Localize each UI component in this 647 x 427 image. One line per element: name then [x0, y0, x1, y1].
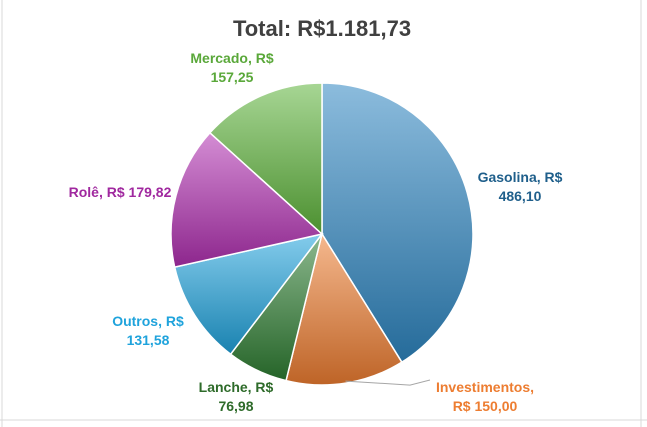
pie-slice-gasolina — [321, 82, 474, 364]
data-label-lanche: Lanche, R$ 76,98 — [199, 379, 274, 414]
pie-slice-investimentos — [285, 232, 403, 386]
pie-slice-mercado — [208, 82, 323, 236]
data-label-rol-: Rolê, R$ 179,82 — [69, 184, 172, 200]
pie-slice-outros — [173, 232, 324, 356]
leader-line — [345, 379, 431, 386]
leader-lines — [345, 379, 431, 386]
data-label-gasolina: Gasolina, R$ 486,10 — [478, 169, 563, 204]
chart-title: Total: R$1.181,73 — [233, 16, 411, 41]
data-label-mercado: Mercado, R$ 157,25 — [190, 50, 273, 85]
pie-slice-rol- — [170, 131, 324, 269]
data-label-investimentos: Investimentos, R$ 150,00 — [436, 379, 534, 414]
data-label-outros: Outros, R$ 131,58 — [112, 313, 184, 348]
slice-labels: Gasolina, R$ 486,10 Investimentos, R$ 150,0… — [69, 50, 563, 414]
pie-slices — [170, 82, 474, 386]
